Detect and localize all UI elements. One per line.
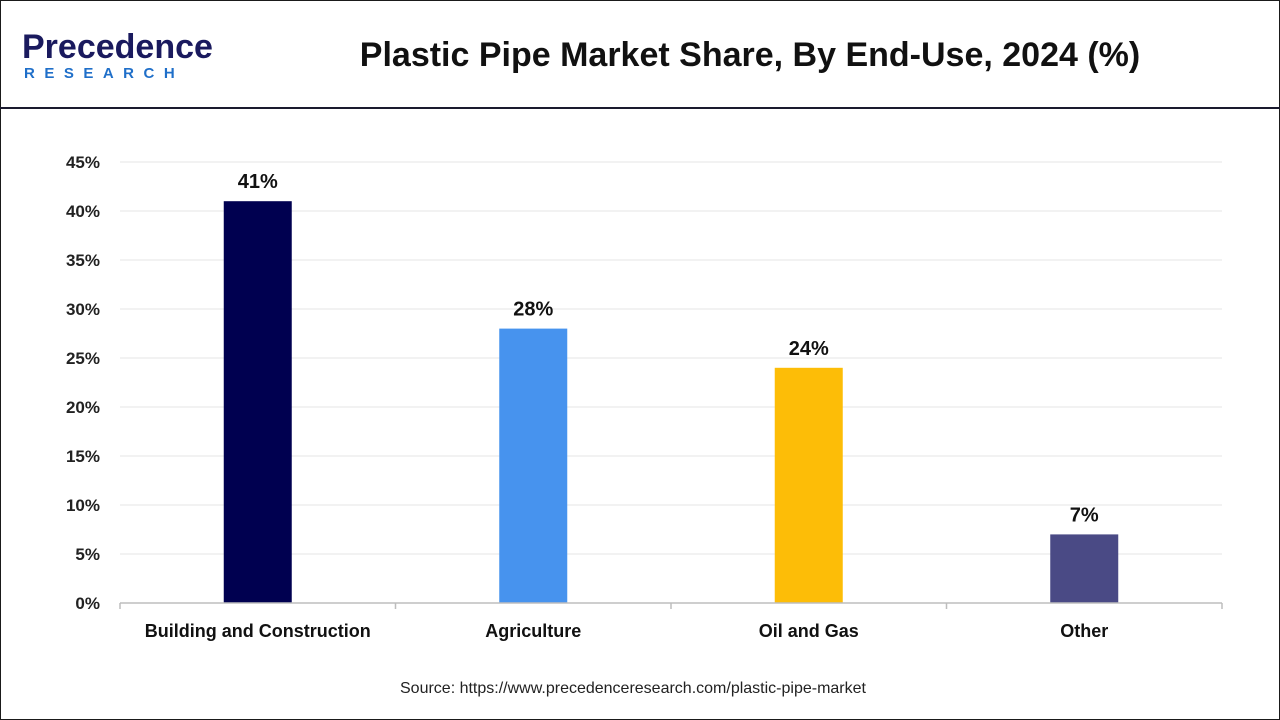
precedence-research-logo: Precedence RESEARCH [22,28,212,82]
header: Precedence RESEARCH Plastic Pipe Market … [0,0,1280,109]
bar [1050,534,1119,603]
y-tick-label: 40% [66,202,100,221]
x-tick-label: Oil and Gas [759,621,859,641]
bar [223,201,292,603]
x-tick-label: Other [1060,621,1108,641]
y-tick-label: 15% [66,447,100,466]
y-tick-label: 30% [66,300,100,319]
data-labels: 41% 28% 24% 7% [238,171,1099,526]
data-label: 7% [1070,504,1099,526]
y-tick-label: 45% [66,153,100,172]
y-tick-label: 25% [66,349,100,368]
bar [774,367,843,603]
y-tick-label: 35% [66,251,100,270]
y-axis-ticks: 0% 5% 10% 15% 20% 25% 30% 35% 40% 45% [66,153,100,613]
y-tick-label: 20% [66,398,100,417]
y-tick-label: 5% [75,545,100,564]
logo-text-bottom: RESEARCH [24,65,184,82]
bar [499,328,568,603]
source-note: Source: https://www.precedenceresearch.c… [400,680,866,697]
y-tick-label: 10% [66,496,100,515]
gridlines [120,161,1222,555]
data-label: 28% [513,299,553,321]
x-axis: Building and Construction Agriculture Oil … [119,602,1223,641]
bars [223,201,1119,603]
data-label: 24% [789,338,829,360]
y-tick-label: 0% [75,594,100,613]
data-label: 41% [238,171,278,193]
x-tick-label: Agriculture [485,621,581,641]
bar-chart: 0% 5% 10% 15% 20% 25% 30% 35% 40% 45% 41% 28% 24% 7%… [66,153,1223,641]
x-tick-label: Building and Construction [145,621,371,641]
logo-text-top: Precedence [22,28,212,66]
chart-title: Plastic Pipe Market Share, By End-Use, 2… [359,36,1141,74]
